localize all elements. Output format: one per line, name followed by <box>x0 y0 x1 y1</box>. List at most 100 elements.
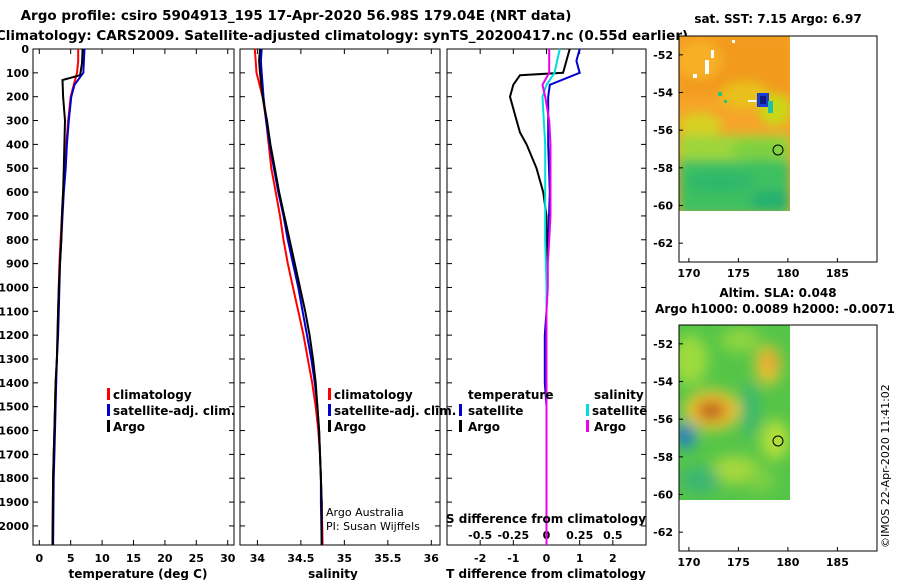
depth-tick-label: 400 <box>6 138 29 151</box>
legend-label-salinity-argo: Argo <box>594 420 626 434</box>
map-x-tick-label: 175 <box>727 556 750 569</box>
depth-tick-label: 800 <box>6 234 29 247</box>
profile-line-satellite-adj-clim- <box>259 48 323 546</box>
secondary-tick-label: 0.5 <box>603 529 623 542</box>
x-tick-label: 10 <box>94 552 110 565</box>
sla-heatmap <box>679 325 790 500</box>
depth-tick-label: 1500 <box>0 401 29 414</box>
x-tick-label: 35 <box>337 552 352 565</box>
difference-axis-label: T difference from climatology <box>446 567 646 580</box>
figure-title-line-2: Climatology: CARS2009. Satellite-adjuste… <box>0 28 688 44</box>
x-tick-label: 35.5 <box>374 552 401 565</box>
profile-line-climatology <box>253 48 324 546</box>
sla-map-title-line-2: Argo h1000: 0.0089 h2000: -0.0071 <box>655 302 895 316</box>
x-tick-label: 1 <box>576 552 584 565</box>
x-tick-label: 2 <box>609 552 617 565</box>
map-y-tick-label: -54 <box>653 87 673 100</box>
x-tick-label: 5 <box>67 552 75 565</box>
profile-line-salinity-argo <box>541 49 552 545</box>
map-y-tick-label: -60 <box>653 200 673 213</box>
depth-tick-label: 600 <box>6 186 29 199</box>
profile-line-argo <box>258 48 323 545</box>
map-x-tick-label: 180 <box>776 556 799 569</box>
legend-title-temperature: temperature <box>468 388 553 402</box>
x-tick-label: 0 <box>543 552 551 565</box>
sst-map-title: sat. SST: 7.15 Argo: 6.97 <box>694 12 861 26</box>
map-y-tick-label: -58 <box>653 162 673 175</box>
depth-tick-label: 1200 <box>0 329 29 342</box>
sst-heatmap <box>679 36 790 211</box>
depth-tick-label: 0 <box>21 43 29 56</box>
map-x-tick-label: 180 <box>776 267 799 280</box>
x-tick-label: 15 <box>126 552 141 565</box>
sst-map-panel: sat. SST: 7.15 Argo: 6.97 <box>653 12 878 280</box>
depth-tick-label: 1800 <box>0 472 29 485</box>
legend-swatch-salinity-argo <box>586 420 589 432</box>
map-y-tick-label: -56 <box>653 413 673 426</box>
temperature-legend: climatology satellite-adj. clim. Argo <box>107 388 235 434</box>
legend-label-satellite-adj: satellite-adj. clim. <box>334 404 456 418</box>
sla-map-frame <box>678 324 878 552</box>
legend-label-argo: Argo <box>113 420 145 434</box>
temperature-profile-lines <box>51 48 86 546</box>
map-x-tick-label: 185 <box>826 556 849 569</box>
difference-profile-lines <box>508 48 581 545</box>
sla-map-panel: Altim. SLA: 0.048 Argo h1000: 0.0089 h20… <box>653 286 895 569</box>
secondary-tick-label: -0.25 <box>497 529 529 542</box>
map-y-tick-label: -52 <box>653 338 673 351</box>
sla-map-axis-ticks: 170 175 180 185 -52 -54 -56 -58 -60 -62 <box>653 338 849 569</box>
legend-swatch-climatology <box>107 388 110 400</box>
imos-watermark: ©IMOS 22-Apr-2020 11:41:02 <box>879 384 892 548</box>
map-y-tick-label: -60 <box>653 489 673 502</box>
x-tick-label: 34.5 <box>287 552 314 565</box>
secondary-axis-label: S difference from climatology <box>446 512 646 526</box>
difference-axis-ticks: -2 -1 0 1 2-0.5 -0.25 0 0.25 0.5 <box>447 48 646 565</box>
credit-line-1: Argo Australia <box>326 506 404 519</box>
legend-swatch-salinity-satellite <box>586 404 589 416</box>
depth-tick-label: 1600 <box>0 425 29 438</box>
map-x-tick-label: 170 <box>677 267 700 280</box>
legend-swatch-climatology <box>328 388 331 400</box>
depth-tick-label: 300 <box>6 115 29 128</box>
legend-label-temperature-argo: Argo <box>468 420 500 434</box>
depth-tick-label: 100 <box>6 67 29 80</box>
salinity-axis-label: salinity <box>308 567 358 580</box>
argo-location-marker <box>772 144 784 156</box>
map-y-tick-label: -54 <box>653 376 673 389</box>
depth-tick-label: 2000 <box>0 520 29 533</box>
x-tick-label: 20 <box>157 552 173 565</box>
depth-tick-label: 1400 <box>0 377 29 390</box>
legend-label-satellite-adj: satellite-adj. clim. <box>113 404 235 418</box>
profile-line-argo <box>51 48 84 546</box>
map-x-tick-label: 175 <box>727 267 750 280</box>
difference-legend: temperature salinity satellite Argo sate… <box>459 388 647 434</box>
depth-tick-label: 700 <box>6 210 29 223</box>
legend-label-argo: Argo <box>334 420 366 434</box>
salinity-panel: 34 34.5 35 35.5 36 salinity climatology sate… <box>239 48 456 580</box>
legend-title-salinity: salinity <box>594 388 644 402</box>
legend-label-climatology: climatology <box>334 388 413 402</box>
legend-swatch-satellite-adj <box>328 404 331 416</box>
depth-tick-label: 200 <box>6 91 29 104</box>
legend-label-temperature-satellite: satellite <box>468 404 523 418</box>
salinity-axis-ticks: 34 34.5 35 35.5 36 <box>240 48 440 565</box>
sst-map-frame <box>678 35 878 263</box>
argo-location-marker <box>772 435 784 447</box>
legend-label-climatology: climatology <box>113 388 192 402</box>
depth-tick-labels: 0 100 200 300 400 500 600 700 800 900 1000 1100 1200… <box>0 43 29 533</box>
secondary-tick-label: -0.5 <box>468 529 492 542</box>
temperature-axis-label: temperature (deg C) <box>69 567 208 580</box>
x-tick-label: 0 <box>35 552 43 565</box>
figure-title-line-1: Argo profile: csiro 5904913_195 17-Apr-2… <box>21 8 572 24</box>
profile-line-temperature-argo <box>508 48 571 545</box>
depth-tick-label: 900 <box>6 258 29 271</box>
legend-swatch-temperature-satellite <box>459 404 462 416</box>
map-x-tick-label: 170 <box>677 556 700 569</box>
salinity-legend: climatology satellite-adj. clim. Argo <box>328 388 456 434</box>
salinity-plot-frame <box>239 48 441 546</box>
map-y-tick-label: -56 <box>653 124 673 137</box>
salinity-profile-lines <box>253 48 324 546</box>
sla-map-title-line-1: Altim. SLA: 0.048 <box>719 286 836 300</box>
x-tick-label: 25 <box>189 552 204 565</box>
